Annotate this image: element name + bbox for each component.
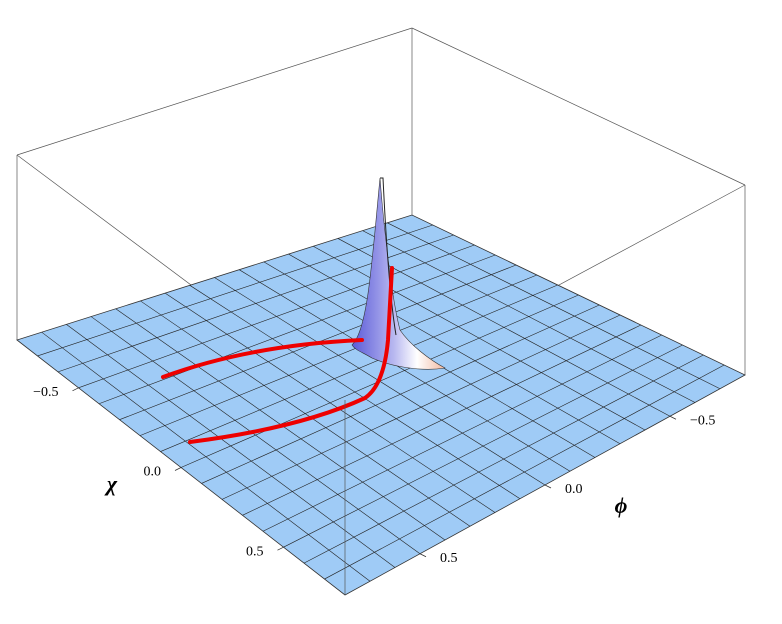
y-tick	[544, 484, 552, 489]
peak-edge	[380, 177, 397, 336]
surface-plane	[16, 214, 746, 596]
mesh-line	[90, 316, 421, 554]
mesh-line	[324, 364, 725, 580]
mesh-line	[262, 334, 662, 532]
y-axis-label: ϕ	[615, 493, 628, 518]
x-tick	[174, 467, 182, 471]
y-tick	[419, 553, 427, 558]
x-tick-label: 0.5	[246, 544, 264, 559]
peak	[351, 177, 446, 370]
mesh-line	[283, 344, 683, 548]
mesh-line	[221, 314, 621, 500]
x-tick-label: 0.0	[144, 465, 162, 480]
mesh-line	[242, 324, 642, 516]
x-tick-label: −0.5	[33, 385, 58, 400]
x-tick	[72, 387, 79, 392]
curve-branch	[161, 338, 364, 379]
mesh-line	[140, 300, 471, 527]
mesh-line	[303, 354, 704, 564]
box-edge	[411, 27, 746, 186]
curve-branch	[188, 266, 394, 444]
mesh-line	[66, 324, 396, 568]
x-axis-label: χ	[104, 471, 118, 496]
axes: χ ϕ −0.5 0.0 0.5 −0.5 0.0 0.5	[33, 385, 715, 566]
curve	[161, 266, 394, 444]
mesh-line	[164, 292, 496, 513]
y-tick-label: −0.5	[690, 413, 715, 428]
mesh-line	[41, 331, 371, 582]
peak-surface	[351, 177, 446, 370]
x-tick	[277, 546, 284, 551]
y-tick	[669, 415, 677, 420]
y-tick-label: 0.5	[440, 551, 458, 566]
box-edge	[16, 27, 413, 156]
mesh-line	[201, 304, 600, 484]
mesh-line	[189, 285, 521, 500]
y-tick-label: 0.0	[565, 482, 583, 497]
